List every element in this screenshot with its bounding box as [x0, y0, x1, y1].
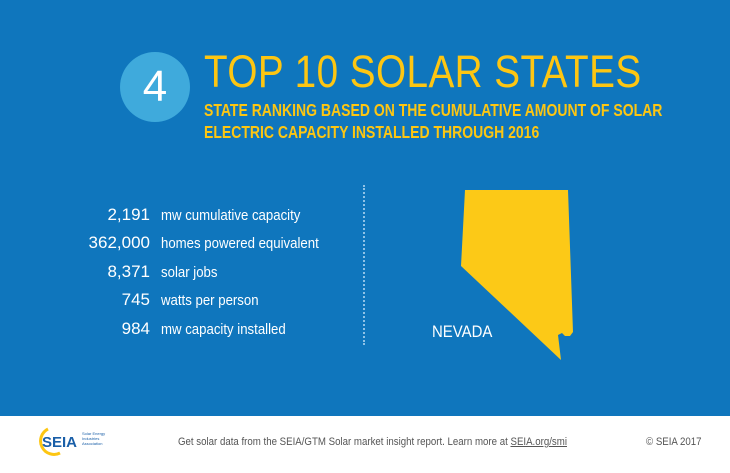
svg-text:SEIA: SEIA: [42, 434, 77, 451]
stat-row: 2,191 mw cumulative capacity: [0, 205, 360, 225]
subtitle: STATE RANKING BASED ON THE CUMULATIVE AM…: [204, 99, 662, 143]
stat-row: 745 watts per person: [0, 290, 360, 310]
footer-message: Get solar data from the SEIA/GTM Solar m…: [178, 436, 511, 448]
stat-label: mw cumulative capacity: [161, 207, 301, 224]
state-name: NEVADA: [432, 322, 493, 341]
copyright: © SEIA 2017: [646, 436, 702, 448]
subtitle-line-2: ELECTRIC CAPACITY INSTALLED THROUGH 2016: [204, 122, 540, 142]
svg-text:Association: Association: [82, 441, 102, 446]
stat-value: 2,191: [107, 205, 150, 224]
rank-badge: 4: [120, 52, 190, 122]
nevada-map-icon: [461, 190, 573, 360]
stat-label: solar jobs: [161, 264, 218, 281]
svg-text:Solar Energy: Solar Energy: [82, 431, 105, 436]
stat-row: 8,371 solar jobs: [0, 262, 360, 282]
svg-text:Industries: Industries: [82, 436, 99, 441]
dotted-divider: [363, 185, 365, 345]
footer-text: Get solar data from the SEIA/GTM Solar m…: [178, 436, 567, 448]
infographic-panel: 4 TOP 10 SOLAR STATES STATE RANKING BASE…: [0, 0, 730, 416]
page-title: TOP 10 SOLAR STATES: [204, 46, 642, 97]
stat-row: 984 mw capacity installed: [0, 319, 360, 339]
stat-label: mw capacity installed: [161, 321, 286, 338]
stat-row: 362,000 homes powered equivalent: [0, 233, 360, 253]
seia-logo: SEIA Solar Energy Industries Association: [39, 427, 105, 456]
seia-smi-link[interactable]: SEIA.org/smi: [510, 436, 567, 448]
stat-label: watts per person: [161, 292, 259, 309]
stat-value: 362,000: [88, 233, 150, 252]
stat-value: 984: [121, 319, 150, 338]
subtitle-line-1: STATE RANKING BASED ON THE CUMULATIVE AM…: [204, 100, 663, 120]
stat-value: 745: [121, 290, 150, 309]
stat-label: homes powered equivalent: [161, 235, 319, 252]
stat-value: 8,371: [107, 262, 150, 281]
